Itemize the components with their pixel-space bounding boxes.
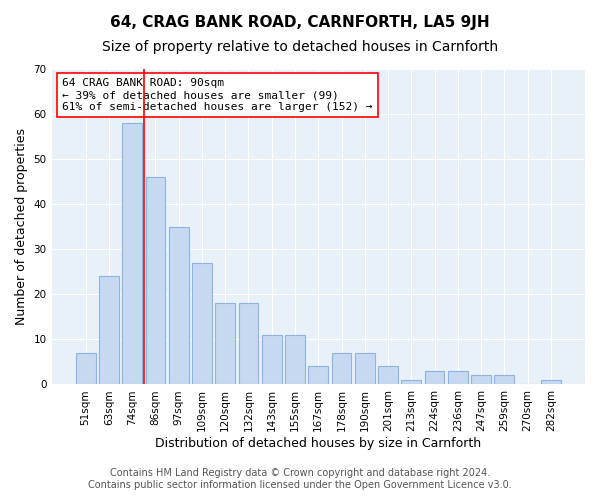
X-axis label: Distribution of detached houses by size in Carnforth: Distribution of detached houses by size … <box>155 437 481 450</box>
Bar <box>192 263 212 384</box>
Bar <box>239 304 259 384</box>
Bar <box>215 304 235 384</box>
Bar <box>448 371 468 384</box>
Bar <box>308 366 328 384</box>
Bar <box>285 335 305 384</box>
Bar <box>378 366 398 384</box>
Bar <box>122 123 142 384</box>
Bar <box>425 371 445 384</box>
Bar <box>76 353 95 384</box>
Text: 64 CRAG BANK ROAD: 90sqm
← 39% of detached houses are smaller (99)
61% of semi-d: 64 CRAG BANK ROAD: 90sqm ← 39% of detach… <box>62 78 373 112</box>
Bar <box>262 335 281 384</box>
Bar <box>401 380 421 384</box>
Text: Size of property relative to detached houses in Carnforth: Size of property relative to detached ho… <box>102 40 498 54</box>
Bar <box>471 376 491 384</box>
Bar <box>332 353 352 384</box>
Bar <box>541 380 561 384</box>
Bar <box>99 276 119 384</box>
Bar <box>169 226 188 384</box>
Bar <box>355 353 374 384</box>
Y-axis label: Number of detached properties: Number of detached properties <box>15 128 28 325</box>
Bar <box>146 177 166 384</box>
Text: 64, CRAG BANK ROAD, CARNFORTH, LA5 9JH: 64, CRAG BANK ROAD, CARNFORTH, LA5 9JH <box>110 15 490 30</box>
Text: Contains HM Land Registry data © Crown copyright and database right 2024.
Contai: Contains HM Land Registry data © Crown c… <box>88 468 512 490</box>
Bar <box>494 376 514 384</box>
